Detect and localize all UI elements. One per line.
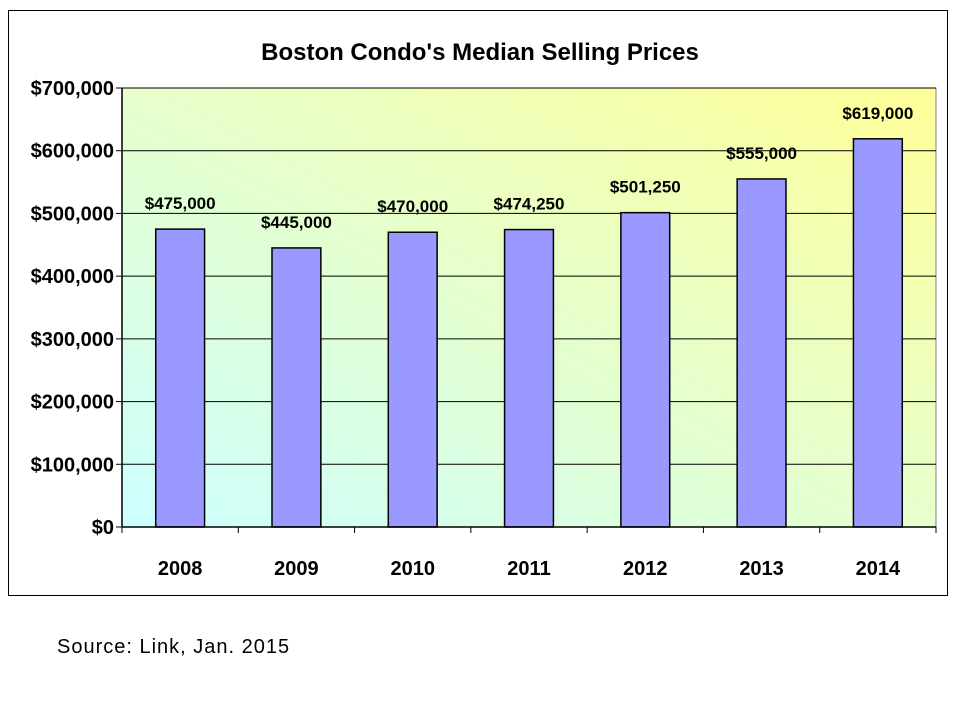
data-label: $501,250 — [610, 178, 681, 197]
bar-2011 — [503, 228, 555, 528]
source-note: Source: Link, Jan. 2015 — [57, 636, 291, 658]
data-label: $619,000 — [842, 104, 913, 123]
bar-2013 — [736, 178, 787, 528]
y-tick-label: $400,000 — [31, 266, 114, 288]
y-tick-labels: $0 $100,000 $200,000 $300,000 $400,000 $500,0… — [31, 78, 114, 539]
bars — [154, 138, 904, 528]
data-label: $445,000 — [261, 213, 332, 232]
x-tick-label: 2010 — [390, 558, 435, 580]
data-label: $470,000 — [377, 197, 448, 216]
bar-2008 — [154, 228, 206, 528]
bar-2014 — [852, 138, 904, 528]
y-tick-label: $600,000 — [31, 141, 114, 163]
data-label: $474,250 — [494, 195, 565, 214]
data-label: $475,000 — [145, 194, 216, 213]
x-tick-label: 2011 — [507, 558, 550, 580]
x-tick-label: 2008 — [158, 558, 203, 580]
y-tick-label: $0 — [92, 517, 114, 539]
x-tick-label: 2013 — [739, 558, 784, 580]
y-tick-label: $300,000 — [31, 329, 114, 351]
y-tick-label: $500,000 — [31, 203, 114, 225]
bar-2009 — [271, 247, 322, 528]
x-tick-label: 2014 — [856, 558, 901, 580]
data-label: $555,000 — [726, 144, 797, 163]
x-tick-labels: 2008 2009 2010 2011 2012 2013 2014 — [158, 558, 901, 580]
data-labels: $475,000 $445,000 $470,000 $474,250 $501,250… — [145, 104, 914, 232]
y-tick-label: $700,000 — [31, 78, 114, 100]
axes — [116, 87, 937, 533]
chart-title: Boston Condo's Median Selling Prices — [261, 39, 699, 66]
x-tick-label: 2012 — [623, 558, 668, 580]
x-tick-label: 2009 — [274, 558, 319, 580]
bar-2012 — [620, 211, 671, 528]
y-tick-label: $200,000 — [31, 392, 114, 414]
y-tick-label: $100,000 — [31, 454, 114, 476]
bar-2010 — [387, 231, 438, 528]
